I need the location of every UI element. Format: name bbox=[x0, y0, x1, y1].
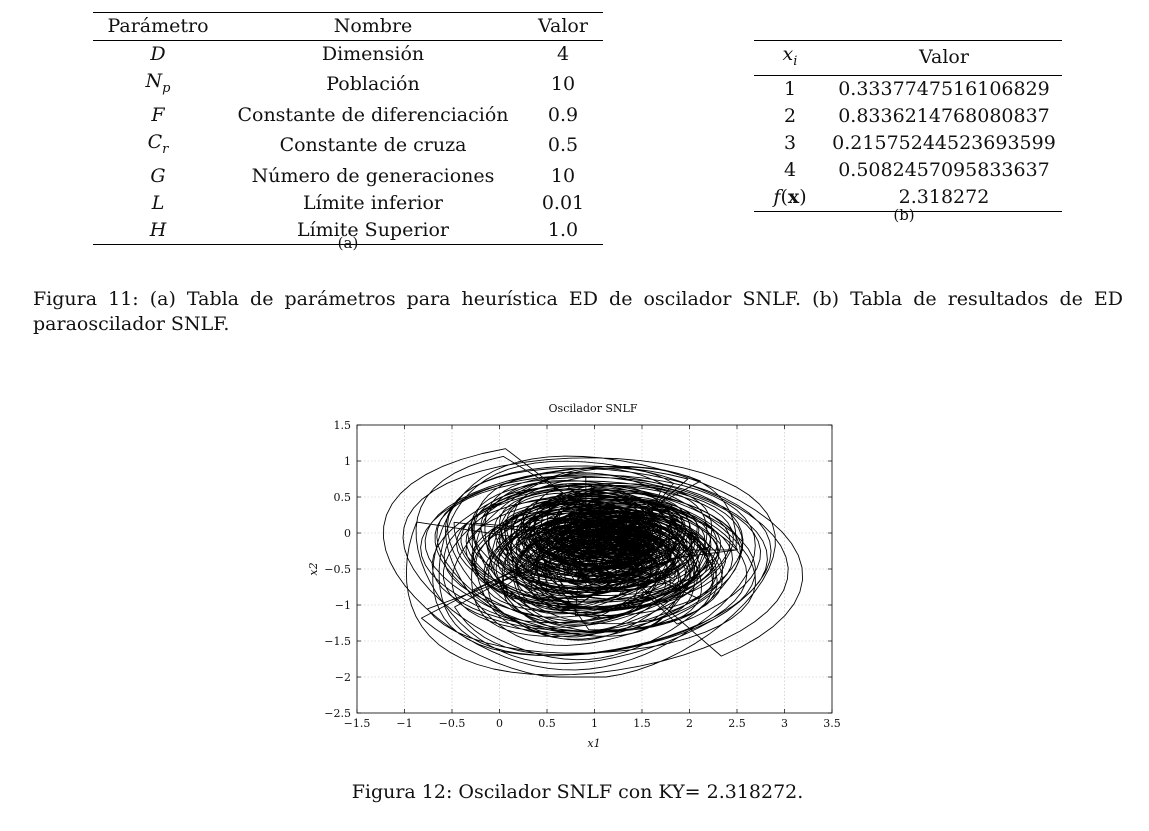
y-tick-label: −1.5 bbox=[324, 635, 351, 648]
param-symbol: G bbox=[150, 164, 166, 187]
x-tick-label: 0 bbox=[496, 717, 503, 730]
xi-index: 1 bbox=[783, 77, 797, 100]
param-value: 10 bbox=[550, 73, 576, 96]
table-row: H Límite Superior 1.0 bbox=[93, 217, 603, 245]
xi-value: 0.5082457095833637 bbox=[838, 158, 1050, 181]
table-row: F Constante de diferenciación 0.9 bbox=[93, 102, 603, 129]
header-valor: Valor bbox=[919, 46, 969, 69]
param-value: 10 bbox=[550, 164, 576, 187]
results-table: xi Valor 1 0.3337747516106829 2 0.833621476… bbox=[754, 40, 1062, 212]
xi-value: 0.21575244523693599 bbox=[832, 131, 1056, 154]
x-tick-label: −0.5 bbox=[439, 717, 466, 730]
table-row: 1 0.3337747516106829 bbox=[754, 75, 1062, 103]
x-tick-label: 2 bbox=[686, 717, 693, 730]
header-nombre: Nombre bbox=[333, 15, 413, 37]
table-b-label: (b) bbox=[893, 206, 915, 224]
y-tick-label: 1.5 bbox=[334, 419, 352, 432]
xi-index: 4 bbox=[783, 158, 797, 181]
xi-value: 0.3337747516106829 bbox=[838, 77, 1050, 100]
param-symbol: D bbox=[150, 43, 166, 65]
table-row: 4 0.5082457095833637 bbox=[754, 157, 1062, 184]
y-tick-label: −2.5 bbox=[324, 707, 351, 720]
figure-12-caption: Figura 12: Oscilador SNLF con KY= 2.3182… bbox=[351, 781, 804, 803]
param-name: Constante de cruza bbox=[279, 134, 467, 157]
header-xi: xi bbox=[782, 43, 798, 69]
param-symbol: Cr bbox=[147, 130, 169, 157]
y-tick-label: 1 bbox=[344, 455, 351, 468]
x-tick-label: 3.5 bbox=[823, 717, 841, 730]
x-tick-label: 0.5 bbox=[538, 717, 556, 730]
fitness-value: 2.318272 bbox=[898, 185, 990, 208]
param-name: Dimensión bbox=[321, 43, 425, 65]
param-symbol: Np bbox=[145, 70, 171, 96]
table-row: 2 0.8336214768080837 bbox=[754, 103, 1062, 130]
y-tick-label: 0.5 bbox=[334, 491, 352, 504]
param-name: Población bbox=[326, 73, 420, 96]
x-tick-label: 3 bbox=[781, 717, 788, 730]
xi-index: 3 bbox=[783, 131, 797, 154]
param-symbol: L bbox=[151, 191, 165, 214]
y-tick-label: 0 bbox=[344, 527, 351, 540]
table-header-row: xi Valor bbox=[754, 40, 1062, 76]
param-value: 1.0 bbox=[547, 218, 579, 241]
param-symbol: F bbox=[151, 103, 165, 126]
header-valor: Valor bbox=[538, 15, 588, 37]
table-row: G Número de generaciones 10 bbox=[93, 163, 603, 190]
param-name: Límite inferior bbox=[303, 191, 443, 214]
trajectory-path bbox=[383, 448, 804, 678]
x-tick-label: 2.5 bbox=[728, 717, 746, 730]
param-name: Número de generaciones bbox=[251, 164, 495, 187]
fitness-row: f(x) 2.318272 bbox=[754, 184, 1062, 212]
table-row: Cr Constante de cruza 0.5 bbox=[93, 129, 603, 163]
y-tick-label: −2 bbox=[335, 671, 351, 684]
param-value: 0.5 bbox=[547, 134, 579, 157]
param-value: 4 bbox=[556, 43, 570, 65]
table-row: Np Población 10 bbox=[93, 68, 603, 102]
table-a-label: (a) bbox=[337, 234, 359, 252]
trajectory-lines bbox=[383, 448, 804, 678]
x-tick-label: −1 bbox=[396, 717, 412, 730]
figure-11-caption: Figura 11: (a) Tabla de parámetros para … bbox=[33, 288, 1123, 335]
x-axis-label: x1 bbox=[587, 737, 600, 750]
xi-index: 2 bbox=[783, 104, 797, 127]
x-tick-label: 1 bbox=[591, 717, 598, 730]
param-value: 0.9 bbox=[547, 103, 579, 126]
xi-value: 0.8336214768080837 bbox=[838, 104, 1050, 127]
table-header-row: Parámetro Nombre Valor bbox=[93, 12, 603, 41]
y-axis-label: x2 bbox=[307, 562, 320, 575]
parameter-table: Parámetro Nombre Valor D Dimensión 4 Np Pobl… bbox=[93, 12, 603, 245]
param-name: Límite Superior bbox=[296, 218, 450, 241]
param-symbol: H bbox=[149, 218, 167, 241]
table-row: L Límite inferior 0.01 bbox=[93, 190, 603, 217]
param-name: Constante de diferenciación bbox=[237, 103, 509, 126]
snlf-oscillator-chart: Oscilador SNLF −1.5 −1 −0.5 0 0.5 1 1.5 2 2.5 3 3.… bbox=[307, 402, 841, 750]
y-tick-label: −1 bbox=[335, 599, 351, 612]
axis-ticks: −1.5 −1 −0.5 0 0.5 1 1.5 2 2.5 3 3.5 −2.5 −2 −1.5 −1 −0… bbox=[324, 419, 840, 730]
fitness-label: f(x) bbox=[773, 185, 807, 208]
param-value: 0.01 bbox=[541, 191, 585, 214]
x-tick-label: −1.5 bbox=[344, 717, 371, 730]
y-tick-label: −0.5 bbox=[324, 563, 351, 576]
chart-title: Oscilador SNLF bbox=[549, 402, 638, 415]
header-parametro: Parámetro bbox=[107, 15, 209, 37]
x-tick-label: 1.5 bbox=[633, 717, 651, 730]
table-row: D Dimensión 4 bbox=[93, 41, 603, 69]
table-row: 3 0.21575244523693599 bbox=[754, 130, 1062, 157]
